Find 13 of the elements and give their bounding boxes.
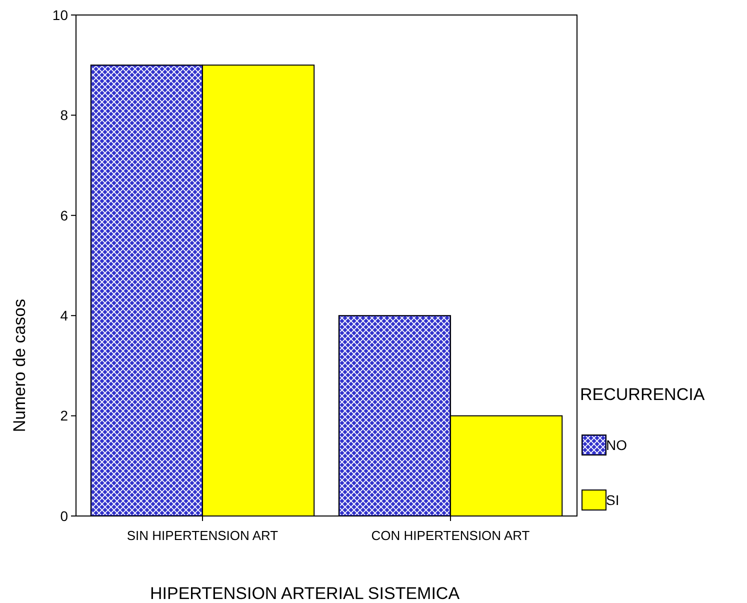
legend-label: SI: [606, 492, 620, 508]
x-axis-title: HIPERTENSION ARTERIAL SISTEMICA: [150, 584, 460, 603]
y-tick-label: 8: [60, 107, 68, 124]
legend-title: RECURRENCIA: [580, 385, 706, 404]
y-tick-label: 2: [60, 408, 68, 424]
x-tick-label: SIN HIPERTENSION ART: [126, 528, 278, 543]
legend-label: NO: [606, 436, 628, 453]
y-tick-label: 0: [60, 508, 68, 524]
x-tick-label: CON HIPERTENSION ART: [371, 528, 530, 543]
y-tick-label: 6: [60, 207, 68, 224]
y-tick-label: 4: [60, 308, 68, 324]
y-tick-label: 10: [52, 6, 68, 23]
y-axis-title: Numero de casos: [10, 298, 29, 432]
